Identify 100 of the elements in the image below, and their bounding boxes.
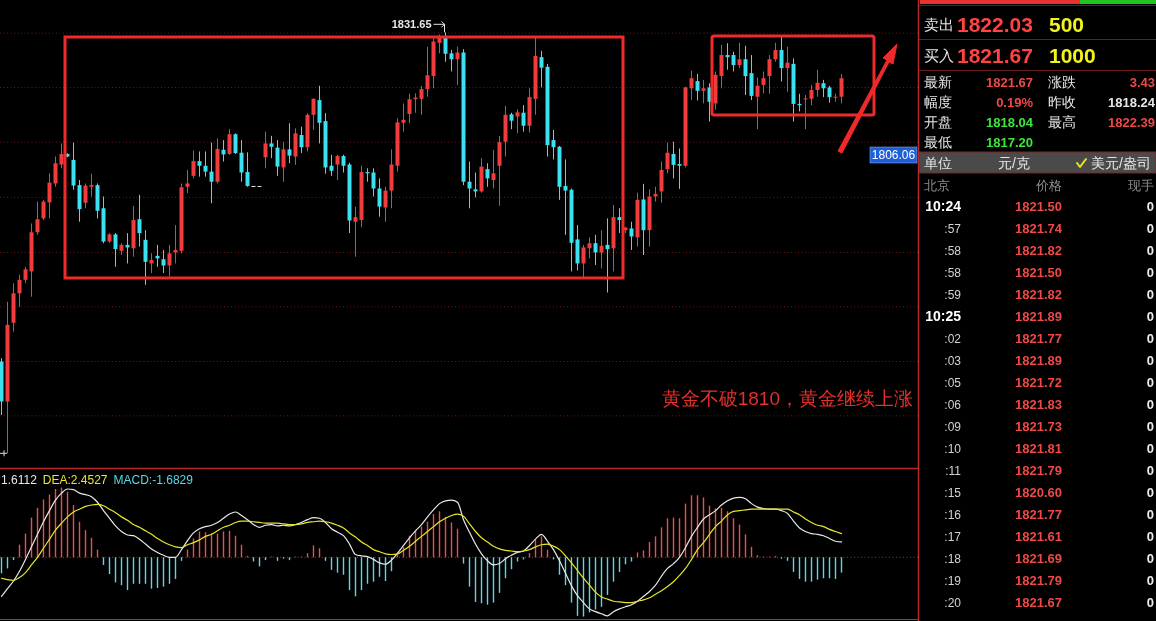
candlestick xyxy=(671,141,676,179)
candlestick xyxy=(425,46,430,98)
text: 0 xyxy=(1146,221,1154,236)
text: 0 xyxy=(1146,353,1154,368)
text: 1821.67 xyxy=(1015,595,1062,610)
candlestick xyxy=(473,171,478,198)
candlestick xyxy=(521,104,526,133)
text: :10 xyxy=(944,442,962,456)
candlestick xyxy=(809,84,814,106)
candlestick xyxy=(377,177,382,218)
candlestick xyxy=(773,42,778,63)
text: 1821.77 xyxy=(1015,507,1062,522)
text: 0 xyxy=(1146,463,1154,478)
candlestick xyxy=(563,158,568,236)
candlestick xyxy=(17,274,22,308)
text: MACD:-1.6829 xyxy=(113,473,194,487)
candlestick xyxy=(725,42,730,71)
candlestick xyxy=(239,139,244,183)
text: 1821.81 xyxy=(1015,441,1062,456)
text: 0 xyxy=(1146,595,1154,610)
text: 0 xyxy=(1146,375,1154,390)
text: 最新 xyxy=(924,74,952,90)
candlestick xyxy=(203,150,208,178)
candlestick xyxy=(41,199,46,221)
text: 0 xyxy=(1146,243,1154,258)
text: :06 xyxy=(944,398,962,412)
candlestick xyxy=(245,151,250,188)
candlestick xyxy=(515,108,520,134)
candlestick xyxy=(191,150,196,179)
candlestick xyxy=(677,148,682,190)
text: 1821.89 xyxy=(1015,309,1062,324)
text: :58 xyxy=(944,266,962,280)
text: 0 xyxy=(1146,265,1154,280)
text: 0 xyxy=(1146,573,1154,588)
text: 0.19% xyxy=(996,95,1034,110)
candlestick xyxy=(293,127,298,166)
text: 1821.83 xyxy=(1015,397,1062,412)
candlestick xyxy=(617,207,622,234)
text: 0 xyxy=(1146,419,1154,434)
text: 1000 xyxy=(1049,44,1096,67)
candlestick xyxy=(497,135,502,207)
candlestick xyxy=(317,85,322,144)
candlestick xyxy=(575,224,580,272)
text: 1821.50 xyxy=(1015,265,1062,280)
candlestick xyxy=(383,186,388,223)
text: 1821.50 xyxy=(1015,199,1062,214)
text: 0 xyxy=(1146,551,1154,566)
candlestick xyxy=(737,42,742,69)
text: :20 xyxy=(944,596,962,610)
text: :17 xyxy=(944,530,962,544)
text: 现手 xyxy=(1128,178,1154,193)
text: 0 xyxy=(1146,309,1154,324)
candlestick xyxy=(263,131,268,169)
text: 3.43 xyxy=(1129,75,1155,90)
candlestick xyxy=(755,76,760,130)
candlestick xyxy=(761,70,766,94)
candlestick xyxy=(767,54,772,95)
text: :05 xyxy=(944,376,962,390)
candlestick xyxy=(695,73,700,101)
candlestick xyxy=(779,36,784,83)
candlestick xyxy=(113,232,118,268)
candlestick xyxy=(491,149,496,189)
text: :57 xyxy=(944,222,962,236)
text: 0 xyxy=(1146,485,1154,500)
candlestick xyxy=(743,45,748,96)
candlestick xyxy=(275,139,280,177)
text: 最高 xyxy=(1048,114,1076,130)
candlestick xyxy=(587,236,592,259)
text: 北京 xyxy=(924,178,950,193)
candlestick xyxy=(749,54,754,101)
candlestick xyxy=(227,128,232,156)
series-label: 1.6112 xyxy=(1,473,38,487)
text: 美元/盎司 xyxy=(1091,155,1151,171)
candlestick xyxy=(593,234,598,266)
text: :59 xyxy=(944,288,962,302)
text: 1831.65 xyxy=(391,18,432,31)
candlestick xyxy=(287,122,292,164)
text: :15 xyxy=(944,486,962,500)
candlestick xyxy=(53,155,58,188)
candlestick xyxy=(581,244,586,278)
text: :16 xyxy=(944,508,962,522)
text: :09 xyxy=(944,420,962,434)
candlestick xyxy=(449,49,454,72)
text: 10:25 xyxy=(925,308,962,324)
candlestick xyxy=(659,161,664,204)
candlestick xyxy=(839,73,844,104)
text: 0 xyxy=(1146,441,1154,456)
text: 1821.82 xyxy=(1015,287,1062,302)
text: 1821.82 xyxy=(1015,243,1062,258)
candlestick xyxy=(311,97,316,131)
annotation: 黄金不破1810，黄金继续上涨 xyxy=(661,388,913,409)
text: 0 xyxy=(1146,507,1154,522)
candlestick xyxy=(149,252,154,274)
candlestick xyxy=(281,141,286,183)
candlestick xyxy=(689,70,694,101)
candlestick xyxy=(701,79,706,104)
candlestick xyxy=(233,132,238,155)
text: 1822.39 xyxy=(1108,115,1155,130)
candlestick xyxy=(77,179,82,223)
candlestick xyxy=(785,46,790,93)
